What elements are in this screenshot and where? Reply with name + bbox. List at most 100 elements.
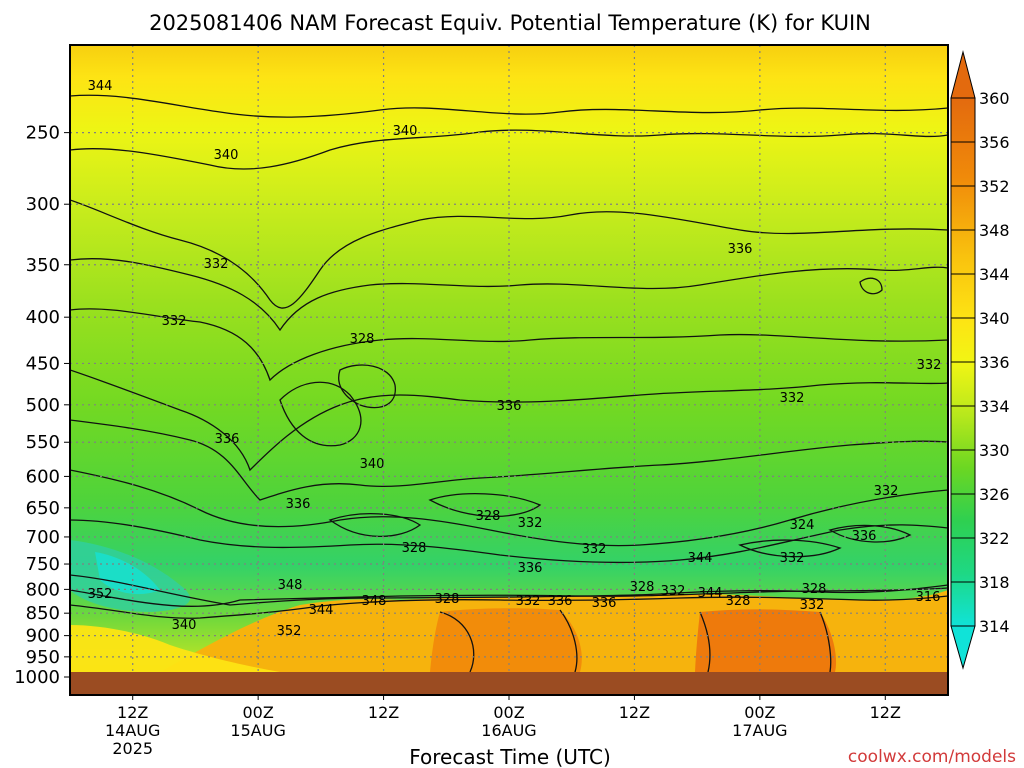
grid-lines xyxy=(70,45,948,672)
y-tick-label: 250 xyxy=(26,123,60,144)
y-tick-label: 650 xyxy=(26,498,60,519)
contour-label: 332 xyxy=(518,516,543,531)
colorbar-top-arrow xyxy=(950,50,976,99)
very-warm-core-2 xyxy=(695,609,837,672)
contour-label: 340 xyxy=(393,124,418,139)
contour-label: 336 xyxy=(286,497,311,512)
contour-label: 332 xyxy=(516,594,541,609)
contour-label: 344 xyxy=(698,586,723,601)
yellow-surface-left xyxy=(70,625,280,672)
contour-label: 332 xyxy=(917,358,942,373)
colorbar-label: 360 xyxy=(979,89,1010,108)
contour-label: 352 xyxy=(277,624,302,639)
plot-area: 3443403403363323323283323323363363403363… xyxy=(70,45,948,695)
credit-text: coolwx.com/models xyxy=(848,747,1016,767)
x-axis-title: Forecast Time (UTC) xyxy=(409,745,611,768)
y-tick-label: 300 xyxy=(26,194,60,215)
contour-label: 328 xyxy=(350,332,375,347)
y-tick-label: 600 xyxy=(26,466,60,487)
contour-label: 340 xyxy=(214,148,239,163)
contour-label: 328 xyxy=(630,580,655,595)
colorbar-label: 336 xyxy=(979,353,1010,372)
contour-label: 340 xyxy=(172,618,197,633)
y-tick-label: 500 xyxy=(26,395,60,416)
y-tick-label: 950 xyxy=(26,647,60,668)
x-tick-label: 00Z xyxy=(744,703,775,722)
y-tick-label: 900 xyxy=(26,626,60,647)
x-tick-date: 16AUG xyxy=(481,721,536,740)
y-tick-label: 350 xyxy=(26,255,60,276)
y-axis: 2503003504004505005506006507007508008509… xyxy=(14,123,70,688)
contour-label: 332 xyxy=(800,598,825,613)
colorbar-label: 314 xyxy=(979,617,1010,636)
contour-label: 336 xyxy=(497,399,522,414)
contour-label: 336 xyxy=(592,596,617,611)
x-tick-date: 14AUG xyxy=(105,721,160,740)
x-tick-label: 00Z xyxy=(493,703,524,722)
x-tick-label: 12Z xyxy=(619,703,650,722)
x-tick-label: 12Z xyxy=(117,703,148,722)
contour-label: 336 xyxy=(518,561,543,576)
contour-label: 336 xyxy=(728,242,753,257)
colorbar-label: 356 xyxy=(979,133,1010,152)
contour-label: 348 xyxy=(278,578,303,593)
colorbar-label: 322 xyxy=(979,529,1010,548)
x-tick-label: 12Z xyxy=(368,703,399,722)
colorbar-label: 340 xyxy=(979,309,1010,328)
contour-label: 328 xyxy=(402,541,427,556)
contour-label: 348 xyxy=(362,594,387,609)
contour-label: 328 xyxy=(435,592,460,607)
contour-label: 344 xyxy=(688,551,713,566)
contour-label: 324 xyxy=(790,518,815,533)
contour-label: 332 xyxy=(780,391,805,406)
colorbar-label: 318 xyxy=(979,573,1010,592)
x-tick-label: 00Z xyxy=(242,703,273,722)
contour-label: 332 xyxy=(780,551,805,566)
x-tick-year: 2025 xyxy=(112,739,153,758)
contour-label: 332 xyxy=(661,584,686,599)
contour-label: 328 xyxy=(726,594,751,609)
colorbar-label: 344 xyxy=(979,265,1010,284)
x-tick-date: 17AUG xyxy=(732,721,787,740)
underground xyxy=(70,672,948,695)
coldest-pocket xyxy=(95,552,160,595)
contour-label: 332 xyxy=(204,257,229,272)
colorbar-label: 326 xyxy=(979,485,1010,504)
y-tick-label: 800 xyxy=(26,579,60,600)
x-tick-label: 12Z xyxy=(870,703,901,722)
y-tick-label: 550 xyxy=(26,432,60,453)
contour-label: 316 xyxy=(916,590,941,605)
contour-label: 332 xyxy=(162,314,187,329)
colorbar-label: 330 xyxy=(979,441,1010,460)
colorbar-label: 348 xyxy=(979,221,1010,240)
contour-label: 332 xyxy=(582,542,607,557)
chart-title: 2025081406 NAM Forecast Equiv. Potential… xyxy=(149,11,871,35)
contour-label: 328 xyxy=(476,509,501,524)
contour-lines xyxy=(70,94,948,673)
y-tick-label: 1000 xyxy=(14,667,60,688)
colorbar: 360 356 352 348 344 340 336 334 330 326 322 318 314 xyxy=(950,50,1010,670)
x-tick-date: 15AUG xyxy=(230,721,285,740)
colorbar-label: 352 xyxy=(979,177,1010,196)
very-warm-core-1 xyxy=(430,608,582,672)
contour-label: 336 xyxy=(548,594,573,609)
contour-label: 352 xyxy=(88,587,113,602)
contour-label: 344 xyxy=(88,79,113,94)
contour-label: 336 xyxy=(215,432,240,447)
colorbar-labels: 360 356 352 348 344 340 336 334 330 326 322 318 314 xyxy=(951,89,1010,636)
colorbar-bottom-arrow xyxy=(950,625,976,670)
contour-label: 328 xyxy=(802,582,827,597)
y-tick-label: 750 xyxy=(26,554,60,575)
y-tick-label: 400 xyxy=(26,307,60,328)
contour-label: 332 xyxy=(874,484,899,499)
colorbar-label: 334 xyxy=(979,397,1010,416)
contour-label: 340 xyxy=(360,457,385,472)
y-tick-label: 850 xyxy=(26,603,60,624)
contour-labels: 3443403403363323323283323323363363403363… xyxy=(88,79,942,639)
y-tick-label: 450 xyxy=(26,353,60,374)
contour-label: 344 xyxy=(309,603,334,618)
y-tick-label: 700 xyxy=(26,527,60,548)
contour-label: 336 xyxy=(852,529,877,544)
